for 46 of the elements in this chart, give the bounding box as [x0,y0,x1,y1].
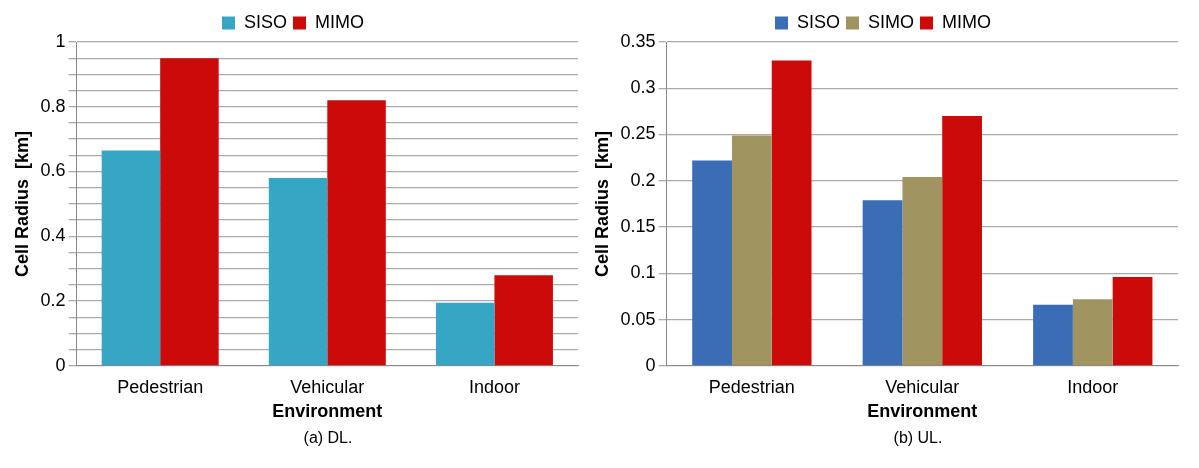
legend-label: MIMO [315,11,365,32]
x-tick-label: Vehicular [885,376,960,397]
y-tick-label: 0 [645,354,656,375]
text: (b) UL. [892,429,944,447]
legend-label: SIMO [868,11,915,32]
bar [327,100,386,366]
bar [101,150,161,366]
x-tick-label: Pedestrian [708,376,795,397]
bar [1072,299,1113,366]
bar [1112,276,1153,366]
legend-label: MIMO [942,11,992,32]
y-tick-label: 0.3 [630,77,656,98]
y-tick-label: 0.35 [620,30,656,51]
x-tick-label: Indoor [468,376,520,397]
bar [692,160,732,366]
y-tick-label: 0 [55,354,66,375]
bar [1033,304,1073,366]
y-tick-label: 0.15 [620,216,656,236]
bar [862,200,903,366]
y-tick-label: 0.8 [40,95,66,116]
y-tick-label: 0.6 [40,160,66,181]
x-tick-label: Vehicular [290,376,365,397]
bar [160,58,219,366]
legend-label: SISO [797,11,841,32]
y-tick-label: 0.05 [620,308,656,329]
bar [435,302,495,366]
text: (a) DL. [302,429,354,447]
y-tick-label: 0.25 [620,123,656,144]
y-tick-label: 0.4 [40,225,66,246]
y-axis-title: Cell Radius [km] [11,130,32,277]
y-tick-label: 0.1 [630,262,656,283]
bar [268,178,328,366]
y-axis-title: Cell Radius [km] [591,130,612,277]
y-tick-label: 1 [55,30,66,51]
bar [731,135,772,366]
bar [494,275,553,366]
y-tick-label: 0.2 [630,169,656,190]
x-axis-title: Environment [272,401,383,422]
bar [771,60,812,366]
bar [902,177,943,366]
legend-label: SISO [244,11,288,32]
x-tick-label: Indoor [1067,376,1119,397]
x-axis-title: Environment [867,401,978,422]
bar [942,116,982,366]
y-tick-label: 0.2 [40,290,66,311]
x-tick-label: Pedestrian [117,376,204,397]
